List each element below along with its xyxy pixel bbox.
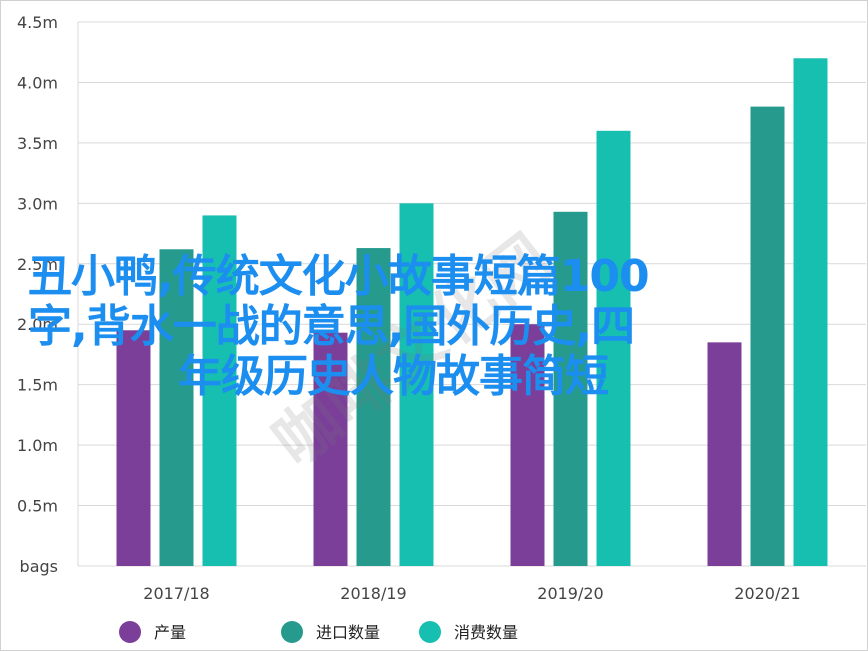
bar — [356, 248, 391, 566]
bar — [116, 330, 151, 566]
bar — [313, 332, 348, 566]
bar — [510, 324, 545, 566]
legend-label: 进口数量 — [316, 623, 380, 642]
y-tick-label: 3.0m — [17, 194, 58, 213]
x-tick-label: 2017/18 — [143, 584, 209, 603]
bar — [202, 215, 237, 566]
bar — [596, 130, 631, 567]
legend-marker — [281, 621, 303, 643]
y-tick-label: 2.0m — [17, 315, 58, 334]
bar — [707, 342, 742, 566]
bar — [399, 203, 434, 567]
bar — [553, 211, 588, 566]
y-tick-label: 2.5m — [17, 255, 58, 274]
y-tick-label: 4.5m — [17, 13, 58, 32]
x-tick-label: 2020/21 — [734, 584, 800, 603]
bar — [750, 106, 785, 566]
y-tick-label: 4.0m — [17, 73, 58, 92]
legend-label: 消费数量 — [454, 623, 518, 642]
y-tick-label: 1.0m — [17, 436, 58, 455]
overlay-title: 丑小鸭,传统文化小故事短篇100 字,背水一战的意思,国外历史,四 年级历史人物… — [28, 252, 788, 402]
legend-marker — [119, 621, 141, 643]
x-tick-label: 2018/19 — [340, 584, 406, 603]
y-tick-label: bags — [20, 557, 58, 576]
y-tick-label: 3.5m — [17, 134, 58, 153]
overlay-title-line-2: 字,背水一战的意思,国外历史,四 — [28, 301, 635, 352]
overlay-title-line-3: 年级历史人物故事简短 — [178, 351, 609, 402]
bar — [793, 58, 828, 567]
bar — [159, 249, 194, 566]
legend-label: 产量 — [154, 623, 186, 642]
x-tick-label: 2019/20 — [537, 584, 603, 603]
overlay-title-line-1: 丑小鸭,传统文化小故事短篇100 — [28, 251, 650, 302]
legend-marker — [419, 621, 441, 643]
y-tick-label: 0.5m — [17, 497, 58, 516]
y-tick-label: 1.5m — [17, 376, 58, 395]
